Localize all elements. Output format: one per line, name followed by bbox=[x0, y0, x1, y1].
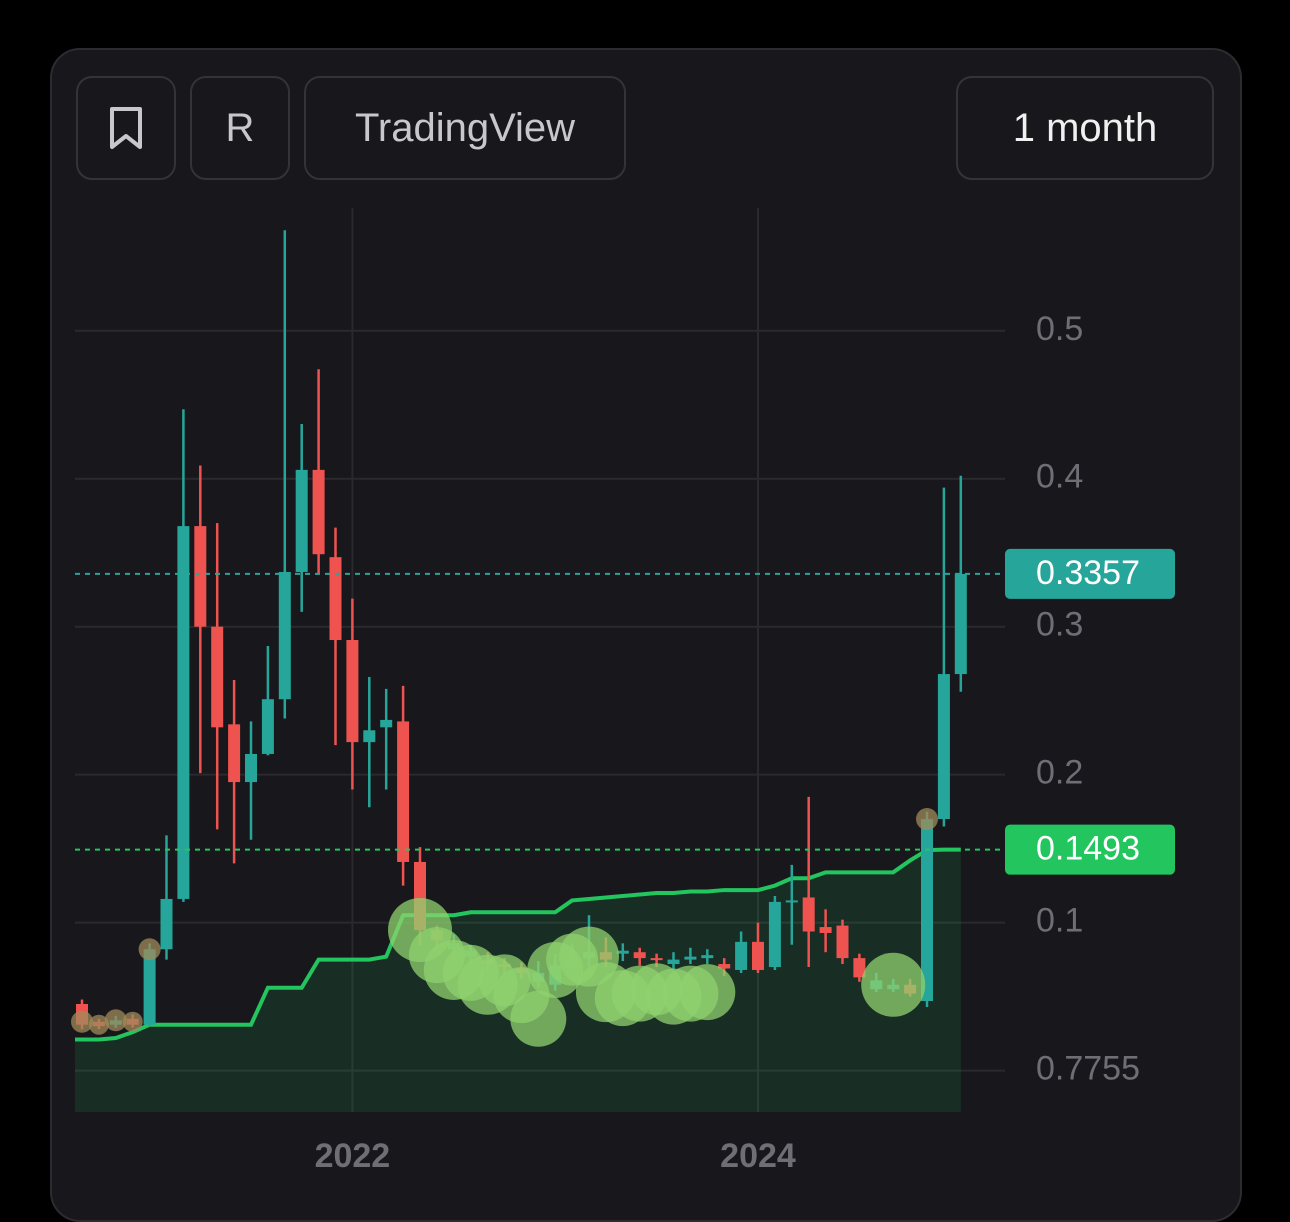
price-label: 0.3357 bbox=[1036, 554, 1140, 592]
candle-body bbox=[650, 958, 663, 961]
candle-body bbox=[160, 898, 173, 950]
source-button[interactable]: TradingView bbox=[304, 76, 626, 180]
candle-body bbox=[819, 927, 832, 933]
candle-body bbox=[718, 964, 731, 969]
symbol-button[interactable]: R bbox=[190, 76, 290, 180]
bookmark-button[interactable] bbox=[76, 76, 176, 180]
candle-body bbox=[954, 573, 967, 675]
candle-body bbox=[363, 730, 376, 743]
candle-body bbox=[177, 526, 190, 899]
y-tick-label: 0.5 bbox=[1036, 310, 1083, 348]
price-label-bg bbox=[1005, 548, 1175, 599]
price-label-bg bbox=[1005, 824, 1175, 875]
bubble bbox=[122, 1011, 143, 1032]
bubble bbox=[679, 964, 736, 1021]
candle-body bbox=[312, 469, 325, 555]
candle-body bbox=[684, 956, 697, 960]
bubble bbox=[104, 1009, 127, 1032]
y-tick-label: 0.4 bbox=[1036, 458, 1083, 496]
candle-body bbox=[278, 571, 291, 700]
candle-body bbox=[329, 557, 342, 641]
y-tick-label: 0.1 bbox=[1036, 902, 1083, 940]
candle-body bbox=[616, 950, 629, 954]
line bbox=[75, 847, 961, 1042]
candle-body bbox=[228, 724, 241, 783]
candle-body bbox=[397, 721, 410, 862]
candle-body bbox=[921, 819, 933, 1002]
interval-button[interactable]: 1 month bbox=[956, 76, 1214, 180]
candle-body bbox=[785, 900, 798, 903]
y-tick-label: 0.7755 bbox=[1036, 1050, 1140, 1088]
bubble bbox=[71, 1010, 93, 1033]
candle-body bbox=[143, 949, 156, 1025]
bookmark-icon bbox=[110, 107, 142, 149]
y-tick-label: 0.2 bbox=[1036, 754, 1083, 792]
x-tick-label: 2024 bbox=[720, 1137, 796, 1175]
bubble bbox=[510, 990, 567, 1047]
bubble bbox=[916, 808, 938, 831]
candle-body bbox=[752, 941, 764, 970]
x-tick-label: 2022 bbox=[315, 1137, 391, 1175]
candle-body bbox=[768, 901, 781, 968]
bubble bbox=[861, 952, 926, 1017]
y-tick-label: 0.3 bbox=[1036, 606, 1083, 644]
candle-body bbox=[211, 626, 224, 728]
candle-body bbox=[735, 941, 748, 970]
candle-body bbox=[295, 469, 308, 572]
candle-body bbox=[802, 897, 815, 932]
candle-body bbox=[245, 753, 257, 783]
candle-body bbox=[346, 640, 359, 743]
price-label: 0.1493 bbox=[1036, 830, 1140, 868]
candle-body bbox=[194, 526, 207, 627]
candle-body bbox=[261, 699, 274, 754]
candle-body bbox=[667, 959, 680, 965]
candle-body bbox=[633, 952, 646, 959]
bubble bbox=[88, 1014, 109, 1035]
candle-body bbox=[380, 719, 393, 728]
candle-body bbox=[937, 674, 950, 820]
candle-body bbox=[836, 925, 849, 959]
bubble bbox=[138, 938, 161, 961]
candle-body bbox=[701, 955, 714, 959]
candle-body bbox=[853, 958, 866, 978]
